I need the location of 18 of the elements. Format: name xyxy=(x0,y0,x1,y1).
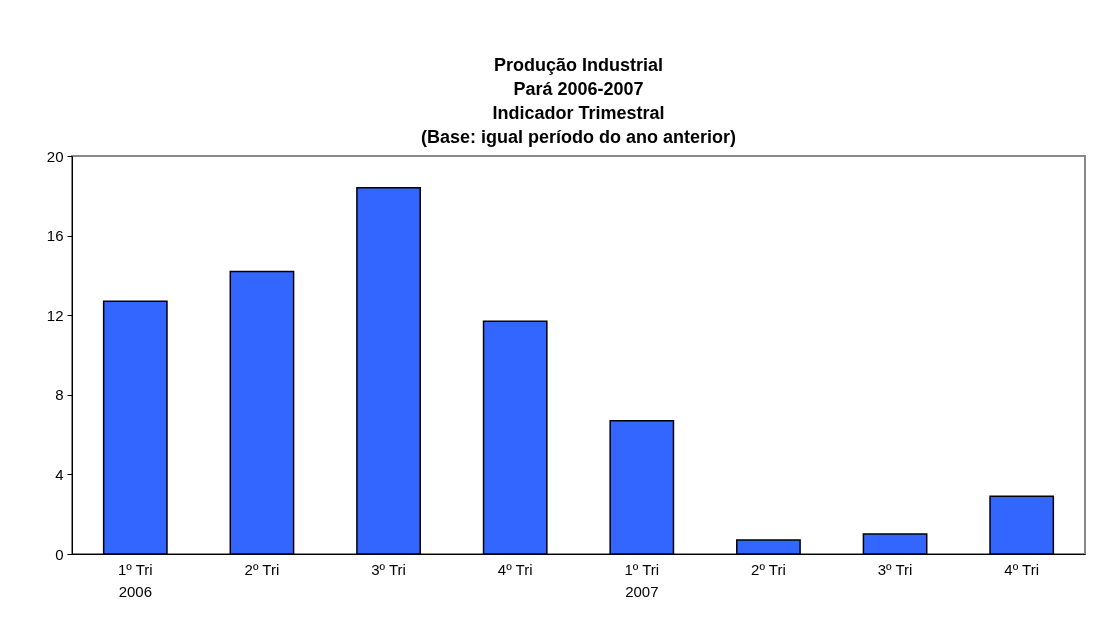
x-tick-label: 3º Tri xyxy=(371,560,406,578)
y-tick-label: 16 xyxy=(46,227,64,245)
text: (Base: igual período do ano anterior) xyxy=(420,127,737,147)
x-tick-label: 1º Tri 2006 xyxy=(117,560,153,600)
x-tick-label: 4º Tri xyxy=(497,560,533,578)
x-tick-label: 4º Tri xyxy=(1004,560,1040,578)
x-tick-label: 3º Tri xyxy=(877,560,913,578)
x-tick-label: 2º Tri xyxy=(751,560,786,578)
y-tick-label: 20 xyxy=(46,147,64,165)
text: Pará 2006-2007 xyxy=(513,79,644,99)
x-tick-label: 2º Tri xyxy=(244,560,280,578)
y-tick-label: 0 xyxy=(55,545,64,563)
y-tick-label: 12 xyxy=(46,306,64,324)
y-tick-label: 4 xyxy=(55,465,64,483)
y-tick-label: 8 xyxy=(55,386,64,404)
x-tick-label: 1º Tri 2007 xyxy=(624,560,660,600)
text: Indicador Trimestral xyxy=(492,103,665,123)
text: Produção Industrial xyxy=(493,55,664,75)
